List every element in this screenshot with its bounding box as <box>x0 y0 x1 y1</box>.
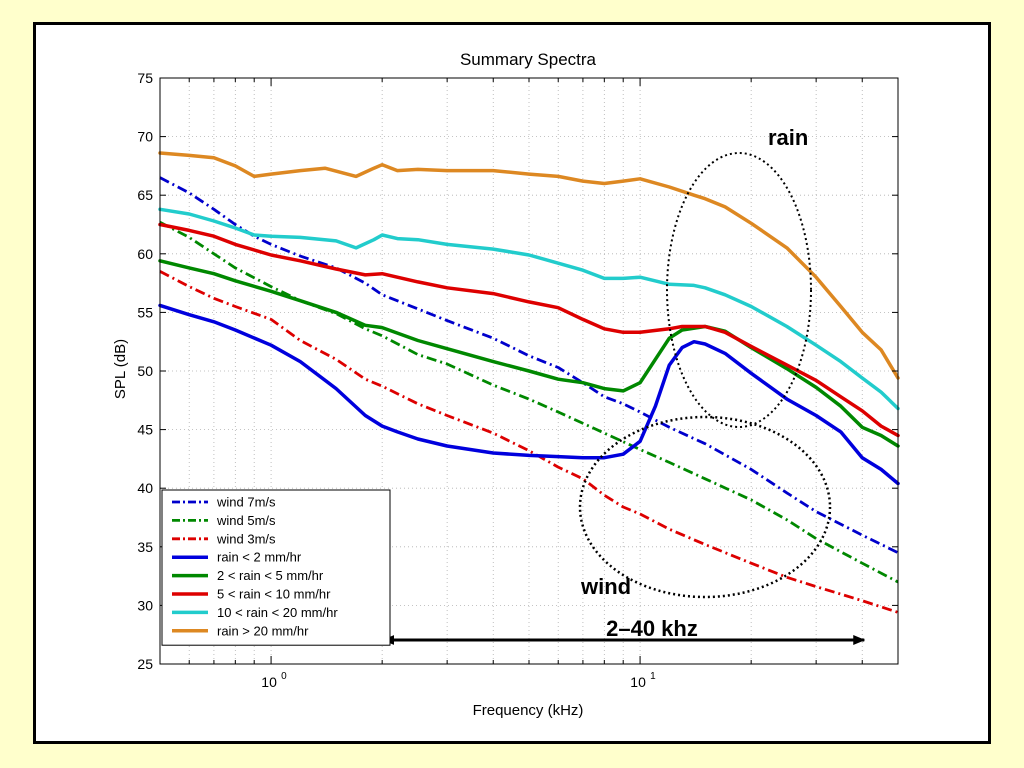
y-tick-label: 75 <box>137 70 153 86</box>
series-line-1 <box>159 176 899 554</box>
legend-label: rain < 2 mm/hr <box>217 550 302 565</box>
y-tick-label: 65 <box>137 187 153 203</box>
x-axis-label: Frequency (kHz) <box>473 702 584 719</box>
axes: Summary Spectra Frequency (kHz) SPL (dB)… <box>112 50 899 719</box>
legend-label: 10 < rain < 20 mm/hr <box>217 605 338 620</box>
legend-label: wind 5m/s <box>216 513 276 528</box>
y-tick-label: 30 <box>137 597 153 613</box>
legend-label: 2 < rain < 5 mm/hr <box>217 568 324 583</box>
y-tick-label: 50 <box>137 363 153 379</box>
x-tick-label-exponent: 1 <box>650 671 656 682</box>
x-tick-label: 10 <box>630 674 646 690</box>
legend-label: 5 < rain < 10 mm/hr <box>217 587 331 602</box>
series-line-8 <box>158 151 900 380</box>
wind-ellipse <box>578 415 832 599</box>
legend-label: wind 3m/s <box>216 531 276 546</box>
series-line-4 <box>158 303 900 486</box>
series-lines <box>158 151 900 614</box>
legend: wind 7m/s wind 5m/s wind 3m/s rain < 2 mm/h… <box>161 489 391 646</box>
wind-annotation: wind <box>580 574 631 599</box>
legend-label: rain > 20 mm/hr <box>217 623 309 638</box>
annotations: rain wind 2–40 khz <box>382 125 866 645</box>
y-tick-label: 70 <box>137 129 153 145</box>
legend-box <box>161 489 391 646</box>
rain-annotation: rain <box>768 125 808 150</box>
y-tick-label: 55 <box>137 304 153 320</box>
series-line-7 <box>158 207 900 411</box>
y-tick-label: 45 <box>137 422 153 438</box>
rain-ellipse <box>666 152 812 428</box>
x-tick-label: 10 <box>261 674 277 690</box>
legend-label: wind 7m/s <box>216 495 276 510</box>
y-tick-label: 25 <box>137 656 153 672</box>
y-axis-label: SPL (dB) <box>112 339 129 399</box>
y-tick-label: 40 <box>137 480 153 496</box>
frequency-range-annotation: 2–40 khz <box>606 616 698 641</box>
x-tick-label-exponent: 0 <box>281 671 287 682</box>
series-line-5 <box>158 259 900 448</box>
series-line-3 <box>159 270 899 614</box>
y-tick-label: 35 <box>137 539 153 555</box>
y-tick-label: 60 <box>137 246 153 262</box>
series-line-2 <box>159 220 899 584</box>
chart-title: Summary Spectra <box>460 50 597 69</box>
